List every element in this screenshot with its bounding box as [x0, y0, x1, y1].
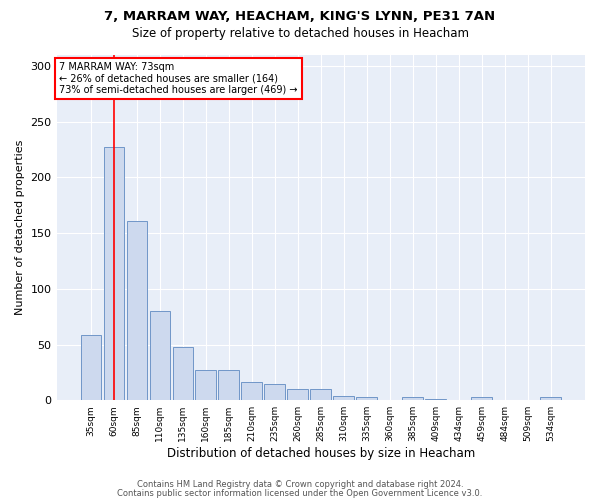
Bar: [472, 397, 492, 400]
Bar: [310, 389, 331, 400]
Text: 7, MARRAM WAY, HEACHAM, KING'S LYNN, PE31 7AN: 7, MARRAM WAY, HEACHAM, KING'S LYNN, PE3…: [104, 10, 496, 23]
Bar: [287, 389, 308, 400]
Bar: [334, 396, 354, 400]
Bar: [196, 370, 216, 400]
Bar: [356, 397, 377, 400]
X-axis label: Distribution of detached houses by size in Heacham: Distribution of detached houses by size …: [167, 447, 475, 460]
Bar: [80, 334, 101, 400]
Bar: [173, 347, 193, 400]
Bar: [241, 382, 262, 400]
Text: 7 MARRAM WAY: 73sqm
← 26% of detached houses are smaller (164)
73% of semi-detac: 7 MARRAM WAY: 73sqm ← 26% of detached ho…: [59, 62, 298, 95]
Y-axis label: Number of detached properties: Number of detached properties: [15, 140, 25, 316]
Bar: [218, 370, 239, 400]
Bar: [265, 384, 285, 400]
Text: Size of property relative to detached houses in Heacham: Size of property relative to detached ho…: [131, 28, 469, 40]
Bar: [425, 399, 446, 400]
Text: Contains HM Land Registry data © Crown copyright and database right 2024.: Contains HM Land Registry data © Crown c…: [137, 480, 463, 489]
Bar: [127, 221, 147, 400]
Bar: [104, 148, 124, 400]
Text: Contains public sector information licensed under the Open Government Licence v3: Contains public sector information licen…: [118, 488, 482, 498]
Bar: [403, 397, 423, 400]
Bar: [149, 311, 170, 400]
Bar: [540, 397, 561, 400]
